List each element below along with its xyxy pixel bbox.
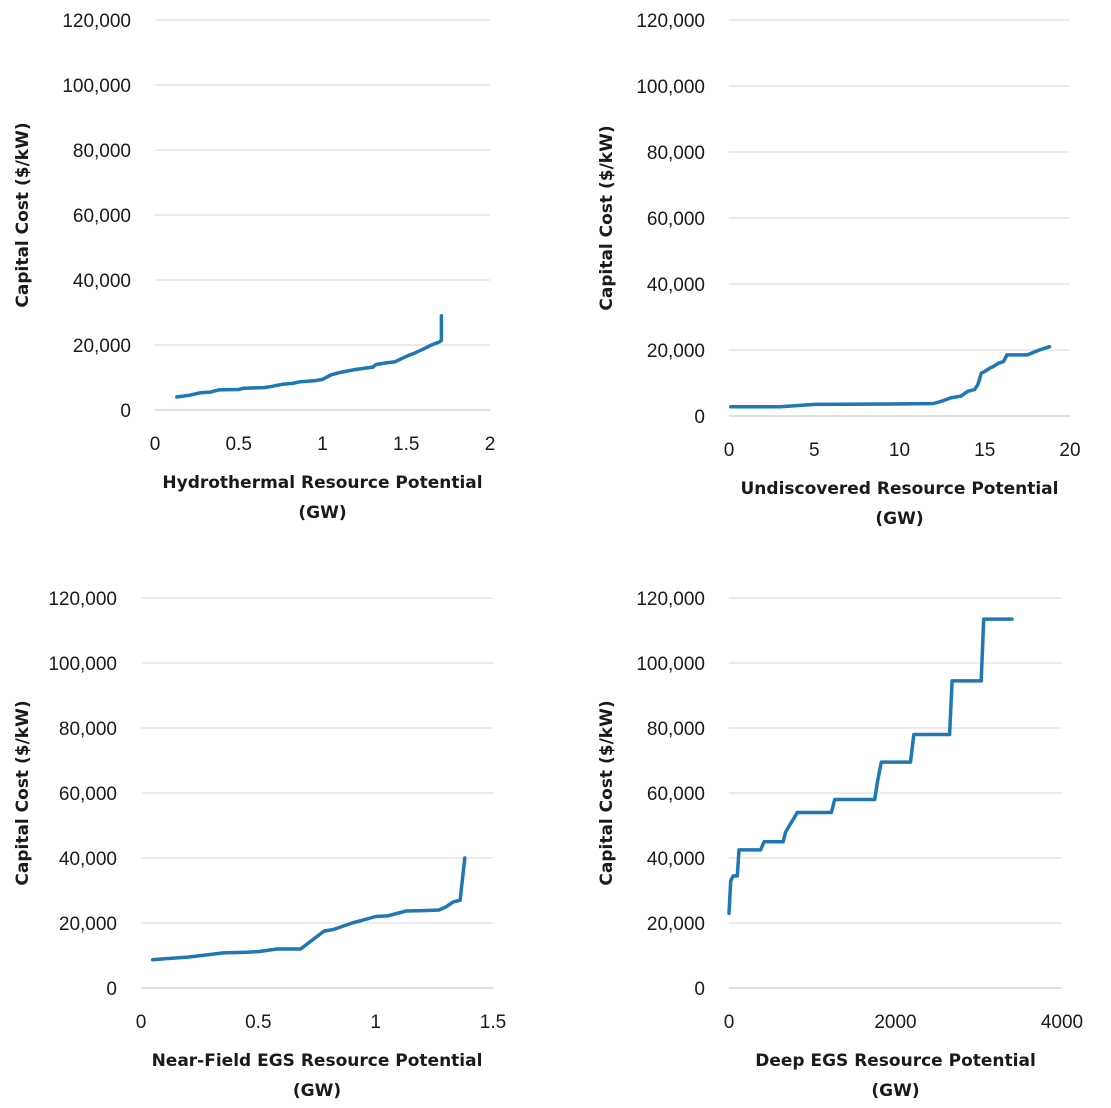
y-tick-label: 60,000 — [647, 209, 705, 230]
series-line — [727, 617, 1014, 916]
y-tick-label: 100,000 — [62, 76, 131, 97]
x-tick-label: 0 — [150, 434, 161, 455]
y-axis-title: Capital Cost ($/kW) — [597, 700, 617, 885]
x-tick-label: 0 — [136, 1012, 147, 1033]
y-axis-title: Capital Cost ($/kW) — [13, 700, 33, 885]
x-tick-label: 0 — [724, 440, 735, 461]
y-axis-title: Capital Cost ($/kW) — [597, 125, 617, 310]
chart-panel-4: 0 20,000 40,000 60,000 80,000 100,000 120,000 0… — [597, 589, 1083, 1101]
y-axis-title: Capital Cost ($/kW) — [13, 122, 33, 307]
x-axis-title: Undiscovered Resource Potential — [741, 479, 1059, 499]
y-tick-label: 20,000 — [647, 914, 705, 935]
x-axis-title: Near-Field EGS Resource Potential — [152, 1051, 483, 1071]
y-tick-label: 40,000 — [647, 275, 705, 296]
x-tick-label: 2000 — [874, 1012, 916, 1033]
y-tick-label: 40,000 — [73, 271, 131, 292]
x-tick-label: 4000 — [1041, 1012, 1083, 1033]
x-tick-label: 10 — [889, 440, 910, 461]
series-line — [150, 856, 467, 962]
x-axis-title: (GW) — [293, 1081, 341, 1101]
x-tick-label: 1 — [317, 434, 328, 455]
y-tick-label: 0 — [694, 407, 705, 428]
x-tick-label: 2 — [485, 434, 496, 455]
y-tick-label: 40,000 — [647, 849, 705, 870]
y-tick-label: 80,000 — [59, 719, 117, 740]
x-axis-title: (GW) — [875, 509, 923, 529]
x-axis-title: Deep EGS Resource Potential — [755, 1051, 1036, 1071]
x-tick-label: 20 — [1059, 440, 1080, 461]
y-tick-label: 120,000 — [48, 589, 117, 610]
y-tick-label: 100,000 — [636, 77, 705, 98]
y-tick-label: 20,000 — [647, 341, 705, 362]
x-axis-title: Hydrothermal Resource Potential — [162, 473, 482, 493]
y-tick-label: 120,000 — [636, 589, 705, 610]
x-tick-label: 0.5 — [245, 1012, 271, 1033]
x-tick-label: 0.5 — [226, 434, 252, 455]
y-tick-label: 80,000 — [647, 719, 705, 740]
series-line — [175, 314, 444, 399]
series-line — [728, 344, 1052, 409]
y-tick-label: 0 — [106, 979, 117, 1000]
y-tick-label: 60,000 — [647, 784, 705, 805]
x-tick-label: 15 — [974, 440, 995, 461]
y-tick-label: 0 — [694, 979, 705, 1000]
chart-panel-1: 0 20,000 40,000 60,000 80,000 100,000 120,000 0… — [13, 11, 495, 523]
y-tick-label: 40,000 — [59, 849, 117, 870]
x-tick-label: 1.5 — [393, 434, 419, 455]
y-tick-label: 20,000 — [59, 914, 117, 935]
y-tick-label: 60,000 — [73, 206, 131, 227]
y-tick-label: 80,000 — [73, 141, 131, 162]
y-tick-label: 60,000 — [59, 784, 117, 805]
x-tick-label: 1.5 — [480, 1012, 506, 1033]
chart-panel-3: 0 20,000 40,000 60,000 80,000 100,000 120,000 0… — [13, 589, 506, 1101]
y-tick-label: 20,000 — [73, 336, 131, 357]
y-tick-label: 80,000 — [647, 143, 705, 164]
x-tick-label: 1 — [370, 1012, 381, 1033]
x-tick-label: 0 — [724, 1012, 735, 1033]
y-tick-label: 120,000 — [62, 11, 131, 32]
x-axis-title: (GW) — [871, 1081, 919, 1101]
chart-panel-2: 0 20,000 40,000 60,000 80,000 100,000 120,000 0… — [597, 11, 1081, 529]
y-tick-label: 120,000 — [636, 11, 705, 32]
x-tick-label: 5 — [809, 440, 820, 461]
y-tick-label: 0 — [120, 401, 131, 422]
y-tick-label: 100,000 — [48, 654, 117, 675]
y-tick-label: 100,000 — [636, 654, 705, 675]
x-axis-title: (GW) — [298, 503, 346, 523]
